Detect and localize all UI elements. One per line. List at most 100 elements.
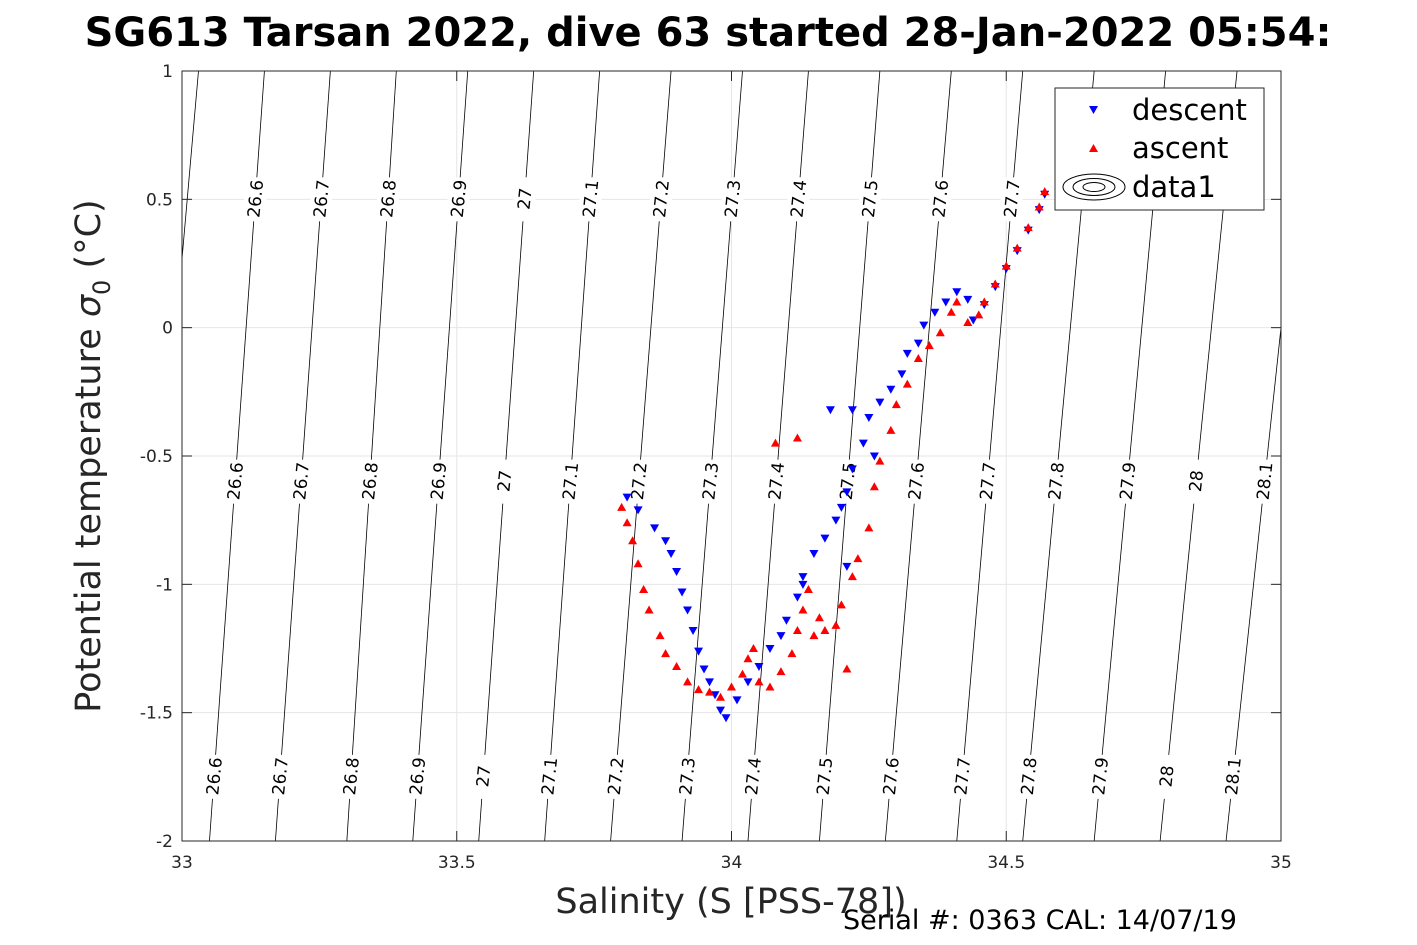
ascent-point <box>792 626 802 635</box>
descent-point <box>716 706 726 715</box>
y-tick-label: 0 <box>162 319 173 339</box>
descent-point <box>875 398 885 407</box>
descent-point <box>858 439 868 448</box>
descent-point <box>941 298 951 307</box>
isopycnal-label-bg <box>1253 459 1276 504</box>
data-points <box>617 187 1050 723</box>
isopycnal-label-bg <box>699 459 722 504</box>
isopycnal-label-bg <box>427 459 450 504</box>
isopycnal-label: 26.8 <box>359 461 383 501</box>
isopycnal-label: 26.9 <box>406 756 430 796</box>
ascent-point <box>661 649 671 658</box>
isopycnal-label-bg <box>905 459 928 504</box>
isopycnal-label-bg <box>976 459 999 504</box>
isopycnal-label-bg <box>721 177 744 222</box>
isopycnal-label: 27.3 <box>722 179 746 219</box>
isopycnal-label: 27.5 <box>814 756 838 796</box>
y-axis-label-sigma: σ <box>69 293 109 317</box>
descent-point <box>968 316 978 325</box>
ascent-point <box>924 341 934 350</box>
y-tick-label: -0.5 <box>140 447 173 467</box>
descent-point <box>809 550 819 559</box>
isopycnal-label: 27.4 <box>787 179 811 219</box>
isopycnal-label-bg <box>1017 754 1040 799</box>
isopycnal-label: 27.1 <box>559 461 583 501</box>
ascent-point <box>1040 187 1050 196</box>
isopycnal-label-bg <box>1000 177 1023 222</box>
descent-point <box>820 534 830 543</box>
descent-point <box>847 465 857 474</box>
x-axis-label: Salinity (S [PSS-78]) <box>555 882 906 922</box>
ascent-point <box>644 605 654 614</box>
ascent-point <box>820 626 830 635</box>
ascent-point <box>655 631 665 640</box>
descent-point <box>776 632 786 641</box>
isopycnal-label: 26.7 <box>269 756 293 796</box>
descent-point <box>792 593 802 602</box>
isopycnal-label-bg <box>742 754 765 799</box>
ascent-point <box>974 310 984 319</box>
descent-point <box>864 414 874 422</box>
isopycnal-label-bg <box>310 177 333 222</box>
ascent-point <box>913 353 923 362</box>
legend-contour-icon <box>1062 173 1126 201</box>
isopycnal-label: 27.7 <box>977 461 1001 501</box>
descent-point <box>732 696 742 705</box>
isopycnal-label: 26.6 <box>203 756 227 796</box>
isopycnal-label-bg <box>559 459 582 504</box>
isopycnal-label: 27.3 <box>676 756 700 796</box>
descent-point <box>798 573 808 582</box>
ascent-point <box>617 502 627 511</box>
descent-point <box>902 349 912 358</box>
isopycnal-label-bg <box>1116 459 1139 504</box>
descent-point <box>650 524 660 533</box>
isopycnal-label-bg <box>472 754 495 799</box>
isopycnal-label: 27 <box>514 187 536 211</box>
descent-point <box>886 385 896 394</box>
isopycnal-label: 27.7 <box>1001 179 1025 219</box>
isopycnal-label-bg <box>813 754 836 799</box>
descent-point <box>754 662 764 671</box>
ascent-point <box>809 631 819 640</box>
isopycnal-label-bg <box>290 459 313 504</box>
ascent-point <box>622 518 632 527</box>
isopycnal-label: 27.5 <box>837 461 861 501</box>
descent-point <box>842 562 852 571</box>
isopycnal-label-bg <box>649 177 672 222</box>
ascent-point <box>716 692 726 701</box>
isopycnal-label: 27 <box>494 469 516 493</box>
ascent-point <box>737 669 747 678</box>
isopycnal-label-bg <box>339 754 362 799</box>
ascent-point <box>847 572 857 581</box>
x-tick-label: 33.5 <box>438 853 476 873</box>
isopycnal-label: 27.2 <box>650 179 674 219</box>
descent-point <box>683 606 693 615</box>
ascent-point <box>952 297 962 306</box>
legend: descent ascent data1 <box>1054 87 1265 211</box>
descent-point <box>897 370 907 379</box>
isopycnal-label-bg <box>858 177 881 222</box>
serial-cal-footer: Serial #: 0363 CAL: 14/07/19 <box>843 905 1237 936</box>
isopycnal-label-bg <box>951 754 974 799</box>
y-tick-label: -2 <box>156 832 173 852</box>
isopycnal-label: 26.7 <box>310 179 334 219</box>
descent-point <box>930 308 940 317</box>
isopycnal-label: 27.8 <box>1018 756 1042 796</box>
isopycnal-label-bg <box>1185 459 1208 504</box>
isopycnal-label: 27.5 <box>859 179 883 219</box>
isopycnal-label-bg <box>1155 754 1178 799</box>
ascent-point <box>765 682 775 691</box>
descent-point <box>781 616 791 625</box>
descent-point <box>869 452 879 461</box>
ascent-point <box>891 400 901 409</box>
descent-point <box>842 488 852 497</box>
y-axis-label: Potential temperature σ0 (°C) <box>69 199 116 712</box>
y-tick-label: -1 <box>156 575 173 595</box>
ascent-point <box>770 438 780 447</box>
isopycnal-label-bg <box>268 754 291 799</box>
descent-point <box>963 295 973 304</box>
x-tick-label: 34 <box>721 853 743 873</box>
isopycnal-line <box>181 70 199 259</box>
descent-point <box>798 580 808 589</box>
